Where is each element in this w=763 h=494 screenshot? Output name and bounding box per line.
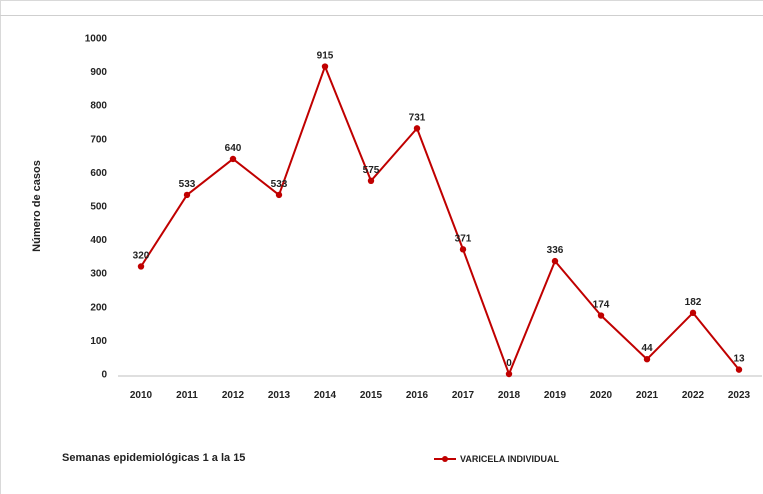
x-tick-label: 2012 [222, 390, 245, 401]
x-tick-label: 2022 [682, 390, 705, 401]
y-tick-label: 900 [90, 67, 107, 78]
data-point [321, 63, 329, 70]
legend-label: VARICELA INDIVIDUAL [460, 454, 559, 464]
data-point [643, 356, 651, 363]
x-tick-label: 2023 [728, 390, 751, 401]
data-point [137, 263, 145, 270]
x-tick-label: 2014 [314, 390, 337, 401]
data-label: 44 [641, 343, 653, 354]
x-tick-label: 2020 [590, 390, 613, 401]
x-tick-label: 2016 [406, 390, 429, 401]
data-label: 915 [317, 51, 334, 62]
series-layer: 320 533 640 533 915 575 731 371 0 336 174 44 182 13 [133, 51, 745, 378]
data-label: 533 [271, 179, 288, 190]
x-tick-label: 2011 [176, 390, 198, 401]
y-axis-ticks: 0 100 200 300 400 500 600 700 800 900 1000 [85, 34, 108, 381]
data-label: 336 [547, 245, 564, 256]
data-point [597, 312, 605, 319]
x-tick-label: 2010 [130, 390, 153, 401]
x-axis-ticks: 2010 2011 2012 2013 2014 2015 2016 2017 2018 2019… [130, 390, 751, 401]
data-label: 731 [409, 112, 426, 123]
y-tick-label: 500 [90, 202, 107, 213]
y-tick-label: 300 [90, 269, 107, 280]
data-point [689, 309, 697, 317]
y-axis-title: Número de casos [31, 160, 43, 252]
data-point [551, 257, 559, 265]
y-tick-label: 600 [90, 168, 107, 179]
y-tick-label: 700 [90, 134, 107, 145]
x-tick-label: 2013 [268, 390, 291, 401]
y-tick-label: 0 [101, 370, 107, 381]
spreadsheet-header-strip [0, 0, 763, 16]
data-point [413, 125, 421, 132]
y-tick-label: 400 [90, 235, 107, 246]
y-tick-label: 1000 [85, 34, 108, 45]
legend-marker-icon [434, 456, 456, 462]
data-label: 533 [179, 179, 196, 190]
footnote: Semanas epidemiológicas 1 a la 15 [62, 452, 246, 464]
x-tick-label: 2019 [544, 390, 567, 401]
x-tick-label: 2017 [452, 390, 475, 401]
data-point [459, 246, 467, 253]
y-tick-label: 100 [90, 336, 107, 347]
series-line [140, 65, 740, 375]
x-tick-label: 2015 [360, 390, 383, 401]
data-label: 0 [506, 358, 512, 369]
data-label: 182 [685, 297, 702, 308]
y-tick-label: 800 [90, 101, 107, 112]
data-label: 320 [133, 250, 150, 261]
data-point [183, 191, 191, 199]
x-tick-label: 2018 [498, 390, 521, 401]
data-label: 174 [593, 300, 610, 311]
data-label: 371 [455, 233, 472, 244]
y-tick-label: 200 [90, 302, 107, 313]
data-point [275, 191, 283, 199]
data-point [735, 366, 743, 373]
legend: VARICELA INDIVIDUAL [434, 454, 559, 464]
data-label: 13 [733, 354, 745, 365]
data-label: 575 [363, 165, 380, 176]
data-label: 640 [225, 143, 242, 154]
data-point [505, 370, 513, 378]
x-tick-label: 2021 [636, 390, 659, 401]
data-point [229, 155, 237, 163]
data-point [367, 177, 375, 184]
